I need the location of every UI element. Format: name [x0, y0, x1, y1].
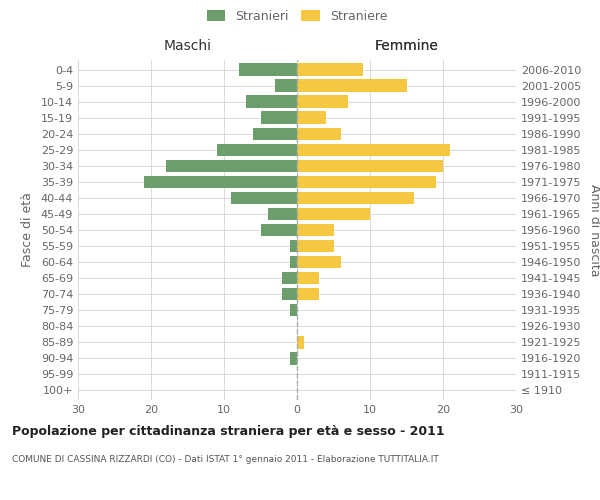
Bar	[297, 272, 319, 284]
Text: Femmine: Femmine	[374, 39, 439, 53]
Bar	[297, 224, 334, 236]
Y-axis label: Fasce di età: Fasce di età	[21, 192, 34, 268]
Bar	[253, 128, 297, 140]
Bar	[297, 240, 334, 252]
Bar	[268, 208, 297, 220]
Bar	[260, 224, 297, 236]
Bar	[297, 208, 370, 220]
Text: Maschi: Maschi	[163, 39, 212, 53]
Bar	[297, 176, 436, 188]
Text: Femmine: Femmine	[374, 39, 439, 53]
Bar	[246, 96, 297, 108]
Bar	[275, 80, 297, 92]
Bar	[239, 64, 297, 76]
Bar	[297, 144, 450, 156]
Bar	[260, 112, 297, 124]
Bar	[283, 288, 297, 300]
Bar	[297, 160, 443, 172]
Bar	[297, 64, 362, 76]
Bar	[297, 96, 348, 108]
Text: COMUNE DI CASSINA RIZZARDI (CO) - Dati ISTAT 1° gennaio 2011 - Elaborazione TUTT: COMUNE DI CASSINA RIZZARDI (CO) - Dati I…	[12, 455, 439, 464]
Bar	[290, 304, 297, 316]
Bar	[166, 160, 297, 172]
Bar	[297, 80, 407, 92]
Bar	[297, 256, 341, 268]
Bar	[297, 336, 304, 348]
Bar	[232, 192, 297, 204]
Bar	[297, 192, 414, 204]
Bar	[290, 352, 297, 364]
Bar	[290, 240, 297, 252]
Bar	[297, 128, 341, 140]
Bar	[144, 176, 297, 188]
Text: Popolazione per cittadinanza straniera per età e sesso - 2011: Popolazione per cittadinanza straniera p…	[12, 425, 445, 438]
Bar	[297, 288, 319, 300]
Y-axis label: Anni di nascita: Anni di nascita	[589, 184, 600, 276]
Bar	[290, 256, 297, 268]
Bar	[297, 112, 326, 124]
Bar	[217, 144, 297, 156]
Legend: Stranieri, Straniere: Stranieri, Straniere	[202, 5, 392, 28]
Bar	[283, 272, 297, 284]
